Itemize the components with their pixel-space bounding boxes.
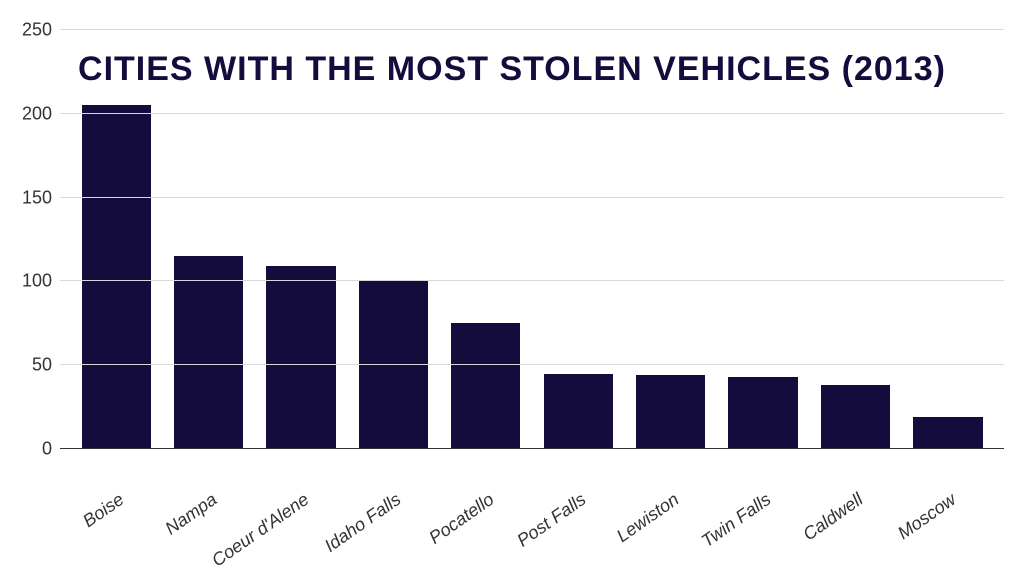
bar xyxy=(913,417,982,449)
y-tick-label: 200 xyxy=(12,103,52,124)
y-tick-label: 150 xyxy=(12,187,52,208)
x-tick-label: Moscow xyxy=(894,489,960,544)
x-label-slot: Boise xyxy=(70,479,162,569)
gridline xyxy=(60,29,1004,30)
bar xyxy=(728,377,797,449)
y-tick-label: 100 xyxy=(12,271,52,292)
bar xyxy=(359,281,428,449)
gridline xyxy=(60,280,1004,281)
x-label-slot: Moscow xyxy=(902,479,994,569)
x-label-slot: Pocatello xyxy=(440,479,532,569)
x-label-slot: Lewiston xyxy=(624,479,716,569)
bar-slot xyxy=(902,30,994,449)
x-tick-label: Caldwell xyxy=(800,489,868,545)
bar-slot xyxy=(717,30,809,449)
bar xyxy=(636,375,705,449)
bar xyxy=(82,105,151,449)
x-tick-label: Nampa xyxy=(161,489,221,539)
bar-slot xyxy=(624,30,716,449)
x-label-slot: Post Falls xyxy=(532,479,624,569)
bar xyxy=(266,266,335,449)
bar-slot xyxy=(162,30,254,449)
bar-slot xyxy=(347,30,439,449)
y-tick-label: 50 xyxy=(12,355,52,376)
x-tick-label: Boise xyxy=(79,489,128,532)
bar xyxy=(174,256,243,449)
gridline xyxy=(60,113,1004,114)
bar-slot xyxy=(255,30,347,449)
x-label-slot: Caldwell xyxy=(809,479,901,569)
bar-slot xyxy=(70,30,162,449)
bar xyxy=(544,374,613,449)
stolen-vehicles-chart: Cities With The Most Stolen Vehicles (20… xyxy=(0,0,1024,569)
y-tick-label: 250 xyxy=(12,20,52,41)
bars-container xyxy=(60,30,1004,449)
bar-slot xyxy=(809,30,901,449)
x-label-slot: Twin Falls xyxy=(717,479,809,569)
x-axis-labels: BoiseNampaCoeur d'AleneIdaho FallsPocate… xyxy=(60,479,1004,569)
gridline xyxy=(60,364,1004,365)
y-tick-label: 0 xyxy=(12,439,52,460)
bar-slot xyxy=(440,30,532,449)
bar xyxy=(821,385,890,449)
gridline xyxy=(60,448,1004,449)
bar-slot xyxy=(532,30,624,449)
bar xyxy=(451,323,520,449)
x-label-slot: Idaho Falls xyxy=(347,479,439,569)
gridline xyxy=(60,197,1004,198)
plot-area: 050100150200250 xyxy=(60,30,1004,449)
